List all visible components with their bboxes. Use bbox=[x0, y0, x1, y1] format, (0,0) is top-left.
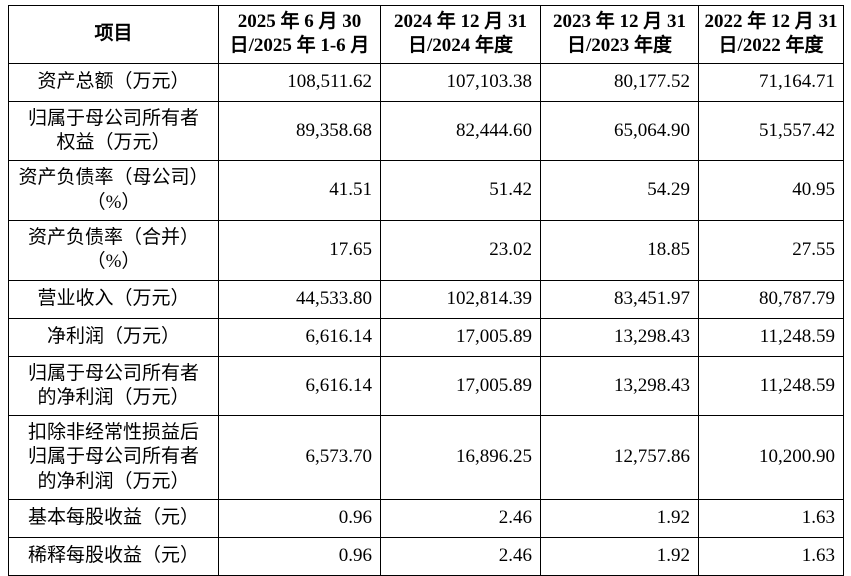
table-row: 稀释每股收益（元） 0.96 2.46 1.92 1.63 bbox=[8, 537, 844, 576]
row-label: 基本每股收益（元） bbox=[8, 499, 219, 539]
value-cell: 1.92 bbox=[540, 537, 699, 576]
value-cell: 6,573.70 bbox=[218, 415, 381, 501]
table-row: 资产负债率（母公司） （%） 41.51 51.42 54.29 40.95 bbox=[8, 160, 844, 221]
row-label: 归属于母公司所有者 的净利润（万元） bbox=[8, 355, 219, 417]
value-cell: 41.51 bbox=[218, 160, 381, 221]
table-row: 基本每股收益（元） 0.96 2.46 1.92 1.63 bbox=[8, 499, 844, 539]
value-cell: 1.63 bbox=[698, 537, 844, 576]
column-header-2024: 2024 年 12 月 31 日/2024 年度 bbox=[380, 5, 541, 64]
value-cell: 18.85 bbox=[540, 219, 699, 281]
row-label: 净利润（万元） bbox=[8, 317, 219, 357]
value-cell: 54.29 bbox=[540, 160, 699, 221]
value-cell: 13,298.43 bbox=[540, 355, 699, 417]
value-cell: 44,533.80 bbox=[218, 279, 381, 319]
value-cell: 65,064.90 bbox=[540, 100, 699, 162]
value-cell: 12,757.86 bbox=[540, 415, 699, 501]
table-row: 扣除非经常性损益后 归属于母公司所有者 的净利润（万元） 6,573.70 16… bbox=[8, 415, 844, 501]
value-cell: 2.46 bbox=[380, 537, 541, 576]
value-cell: 17.65 bbox=[218, 219, 381, 281]
value-cell: 16,896.25 bbox=[380, 415, 541, 501]
value-cell: 17,005.89 bbox=[380, 355, 541, 417]
column-header-2022: 2022 年 12 月 31 日/2022 年度 bbox=[698, 5, 844, 64]
row-label: 资产总额（万元） bbox=[8, 62, 219, 102]
value-cell: 40.95 bbox=[698, 160, 844, 221]
row-label: 资产负债率（母公司） （%） bbox=[8, 160, 219, 221]
value-cell: 102,814.39 bbox=[380, 279, 541, 319]
table-row: 营业收入（万元） 44,533.80 102,814.39 83,451.97 … bbox=[8, 279, 844, 319]
value-cell: 11,248.59 bbox=[698, 317, 844, 357]
table-row: 归属于母公司所有者 的净利润（万元） 6,616.14 17,005.89 13… bbox=[8, 355, 844, 417]
table-row: 资产总额（万元） 108,511.62 107,103.38 80,177.52… bbox=[8, 62, 844, 102]
value-cell: 6,616.14 bbox=[218, 317, 381, 357]
value-cell: 2.46 bbox=[380, 499, 541, 539]
column-header-item: 项目 bbox=[8, 5, 219, 64]
value-cell: 11,248.59 bbox=[698, 355, 844, 417]
row-label: 营业收入（万元） bbox=[8, 279, 219, 319]
value-cell: 0.96 bbox=[218, 537, 381, 576]
table-header-row: 项目 2025 年 6 月 30 日/2025 年 1-6 月 2024 年 1… bbox=[8, 5, 844, 64]
value-cell: 0.96 bbox=[218, 499, 381, 539]
column-header-2025: 2025 年 6 月 30 日/2025 年 1-6 月 bbox=[218, 5, 381, 64]
value-cell: 108,511.62 bbox=[218, 62, 381, 102]
value-cell: 1.92 bbox=[540, 499, 699, 539]
value-cell: 10,200.90 bbox=[698, 415, 844, 501]
value-cell: 107,103.38 bbox=[380, 62, 541, 102]
value-cell: 27.55 bbox=[698, 219, 844, 281]
value-cell: 71,164.71 bbox=[698, 62, 844, 102]
value-cell: 51,557.42 bbox=[698, 100, 844, 162]
value-cell: 23.02 bbox=[380, 219, 541, 281]
value-cell: 51.42 bbox=[380, 160, 541, 221]
value-cell: 89,358.68 bbox=[218, 100, 381, 162]
table-row: 净利润（万元） 6,616.14 17,005.89 13,298.43 11,… bbox=[8, 317, 844, 357]
column-header-2023: 2023 年 12 月 31 日/2023 年度 bbox=[540, 5, 699, 64]
value-cell: 1.63 bbox=[698, 499, 844, 539]
row-label: 稀释每股收益（元） bbox=[8, 537, 219, 576]
table-row: 资产负债率（合并） （%） 17.65 23.02 18.85 27.55 bbox=[8, 219, 844, 281]
value-cell: 83,451.97 bbox=[540, 279, 699, 319]
value-cell: 13,298.43 bbox=[540, 317, 699, 357]
value-cell: 80,787.79 bbox=[698, 279, 844, 319]
row-label: 扣除非经常性损益后 归属于母公司所有者 的净利润（万元） bbox=[8, 415, 219, 501]
row-label: 归属于母公司所有者 权益（万元） bbox=[8, 100, 219, 162]
value-cell: 6,616.14 bbox=[218, 355, 381, 417]
value-cell: 82,444.60 bbox=[380, 100, 541, 162]
row-label: 资产负债率（合并） （%） bbox=[8, 219, 219, 281]
value-cell: 80,177.52 bbox=[540, 62, 699, 102]
table-row: 归属于母公司所有者 权益（万元） 89,358.68 82,444.60 65,… bbox=[8, 100, 844, 162]
financial-summary-table: 项目 2025 年 6 月 30 日/2025 年 1-6 月 2024 年 1… bbox=[8, 5, 844, 576]
value-cell: 17,005.89 bbox=[380, 317, 541, 357]
